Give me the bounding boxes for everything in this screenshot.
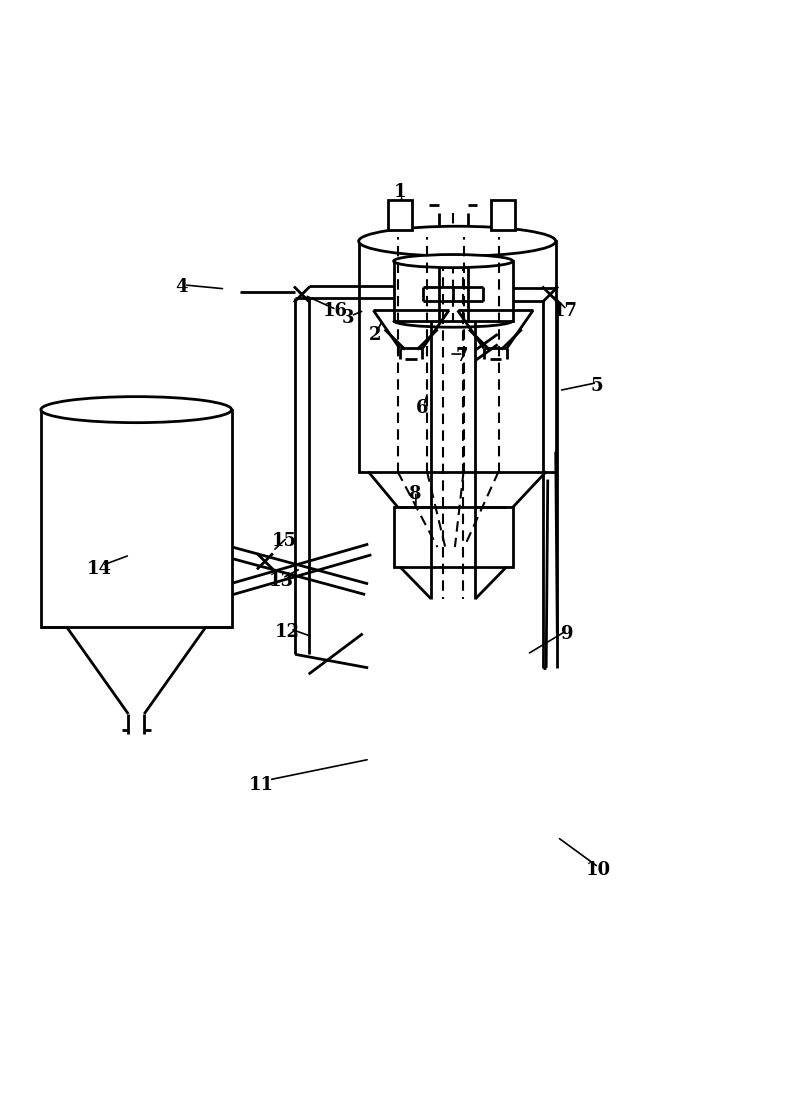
Text: 16: 16 [322,302,347,320]
Text: 7: 7 [456,348,468,366]
Ellipse shape [394,255,513,267]
Text: 4: 4 [175,277,188,295]
Text: 12: 12 [274,623,300,641]
Text: 1: 1 [394,183,406,201]
Text: 3: 3 [342,310,354,328]
Bar [41,409,231,626]
Text: 2: 2 [368,326,381,344]
Bar [394,508,513,567]
Text: 10: 10 [586,862,611,880]
Text: 17: 17 [553,302,578,320]
Text: 13: 13 [268,572,294,590]
Bar [388,200,412,230]
Bar [358,241,556,472]
Text: 11: 11 [249,776,274,795]
Text: 8: 8 [408,485,421,503]
Text: 14: 14 [87,559,112,578]
Bar [491,200,515,230]
Text: 9: 9 [561,625,573,644]
Ellipse shape [358,226,556,256]
Text: 15: 15 [272,532,298,550]
Ellipse shape [41,397,231,423]
Text: 6: 6 [416,399,429,417]
Text: 5: 5 [590,377,603,395]
Bar [394,262,513,321]
